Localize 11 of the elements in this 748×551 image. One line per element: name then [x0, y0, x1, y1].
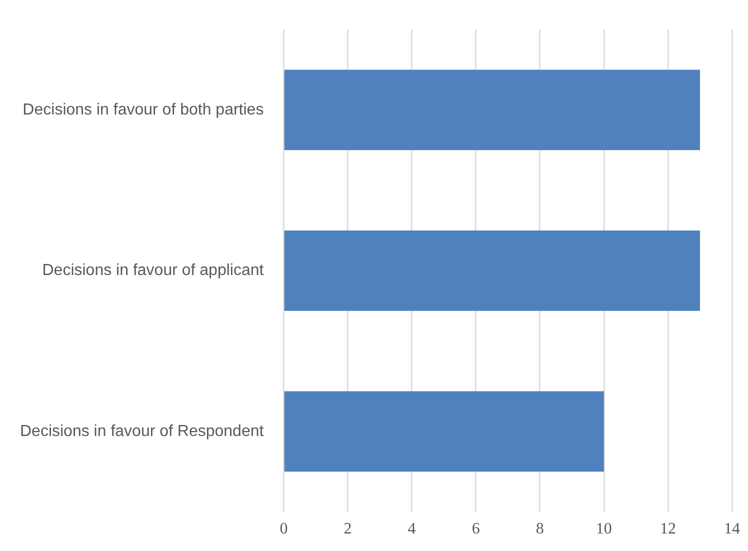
x-tick-label: 6 [472, 520, 480, 538]
x-tick-label: 12 [660, 520, 676, 538]
y-tick-label: Decisions in favour of Respondent [20, 422, 264, 440]
x-tick-label: 8 [536, 520, 544, 538]
y-tick-label: Decisions in favour of applicant [42, 262, 264, 280]
x-tick-label: 0 [280, 520, 288, 538]
y-tick-label: Decisions in favour of both parties [22, 101, 264, 118]
x-tick-label: 2 [344, 520, 352, 538]
x-tick-label: 4 [408, 520, 416, 538]
x-tick-label: 10 [596, 520, 612, 538]
x-tick-label: 14 [724, 520, 740, 538]
